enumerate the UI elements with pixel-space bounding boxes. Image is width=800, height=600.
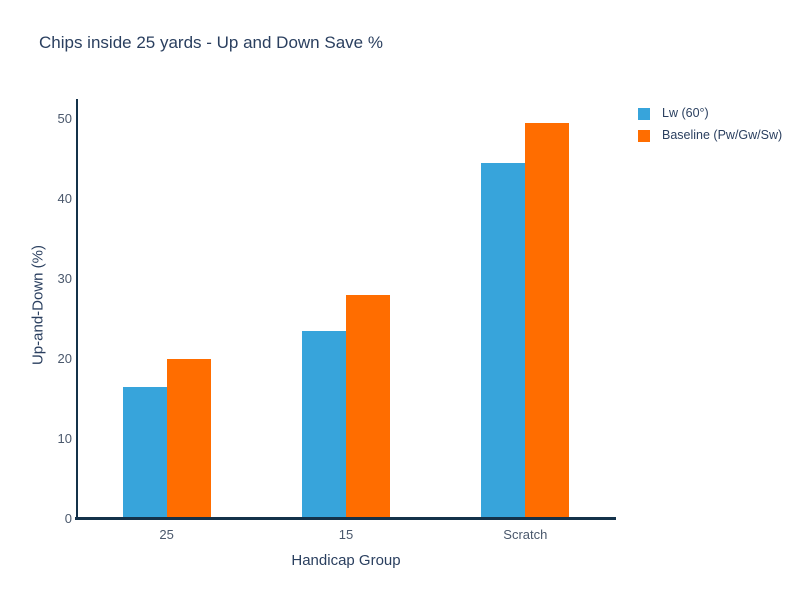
legend-swatch-icon bbox=[638, 129, 650, 142]
legend-item-baseline-pw-gw-sw[interactable]: Baseline (Pw/Gw/Sw) bbox=[638, 129, 782, 142]
bar-baseline-pw-gw-sw-scratch[interactable] bbox=[525, 123, 570, 519]
legend: Lw (60°) Baseline (Pw/Gw/Sw) bbox=[638, 107, 782, 142]
chart-title: Chips inside 25 yards - Up and Down Save… bbox=[39, 33, 383, 52]
legend-label: Baseline (Pw/Gw/Sw) bbox=[662, 128, 783, 142]
x-tick-label: Scratch bbox=[503, 527, 548, 542]
y-axis-line bbox=[76, 99, 78, 520]
bar-lw-60-15[interactable] bbox=[302, 331, 346, 519]
legend-label: Lw (60°) bbox=[662, 106, 709, 120]
y-axis-title: Up-and-Down (%) bbox=[29, 244, 47, 366]
x-axis-line bbox=[75, 517, 616, 520]
bar-lw-60-25[interactable] bbox=[122, 387, 167, 519]
x-axis-title: Handicap Group bbox=[291, 552, 401, 569]
y-tick-label: 30 bbox=[57, 271, 72, 286]
y-tick-label: 0 bbox=[64, 511, 72, 526]
x-tick-label: 15 bbox=[338, 527, 354, 542]
legend-swatch-icon bbox=[638, 107, 650, 120]
bar-baseline-pw-gw-sw-15[interactable] bbox=[346, 295, 390, 519]
x-tick-label: 25 bbox=[159, 527, 174, 542]
y-tick-label: 50 bbox=[57, 111, 72, 126]
legend-item-lw-60[interactable]: Lw (60°) bbox=[638, 107, 782, 120]
bar-lw-60-scratch[interactable] bbox=[481, 163, 526, 519]
bar-baseline-pw-gw-sw-25[interactable] bbox=[166, 359, 211, 519]
y-tick-label: 20 bbox=[57, 351, 72, 366]
y-tick-label: 40 bbox=[57, 191, 72, 206]
y-tick-label: 10 bbox=[57, 431, 72, 446]
